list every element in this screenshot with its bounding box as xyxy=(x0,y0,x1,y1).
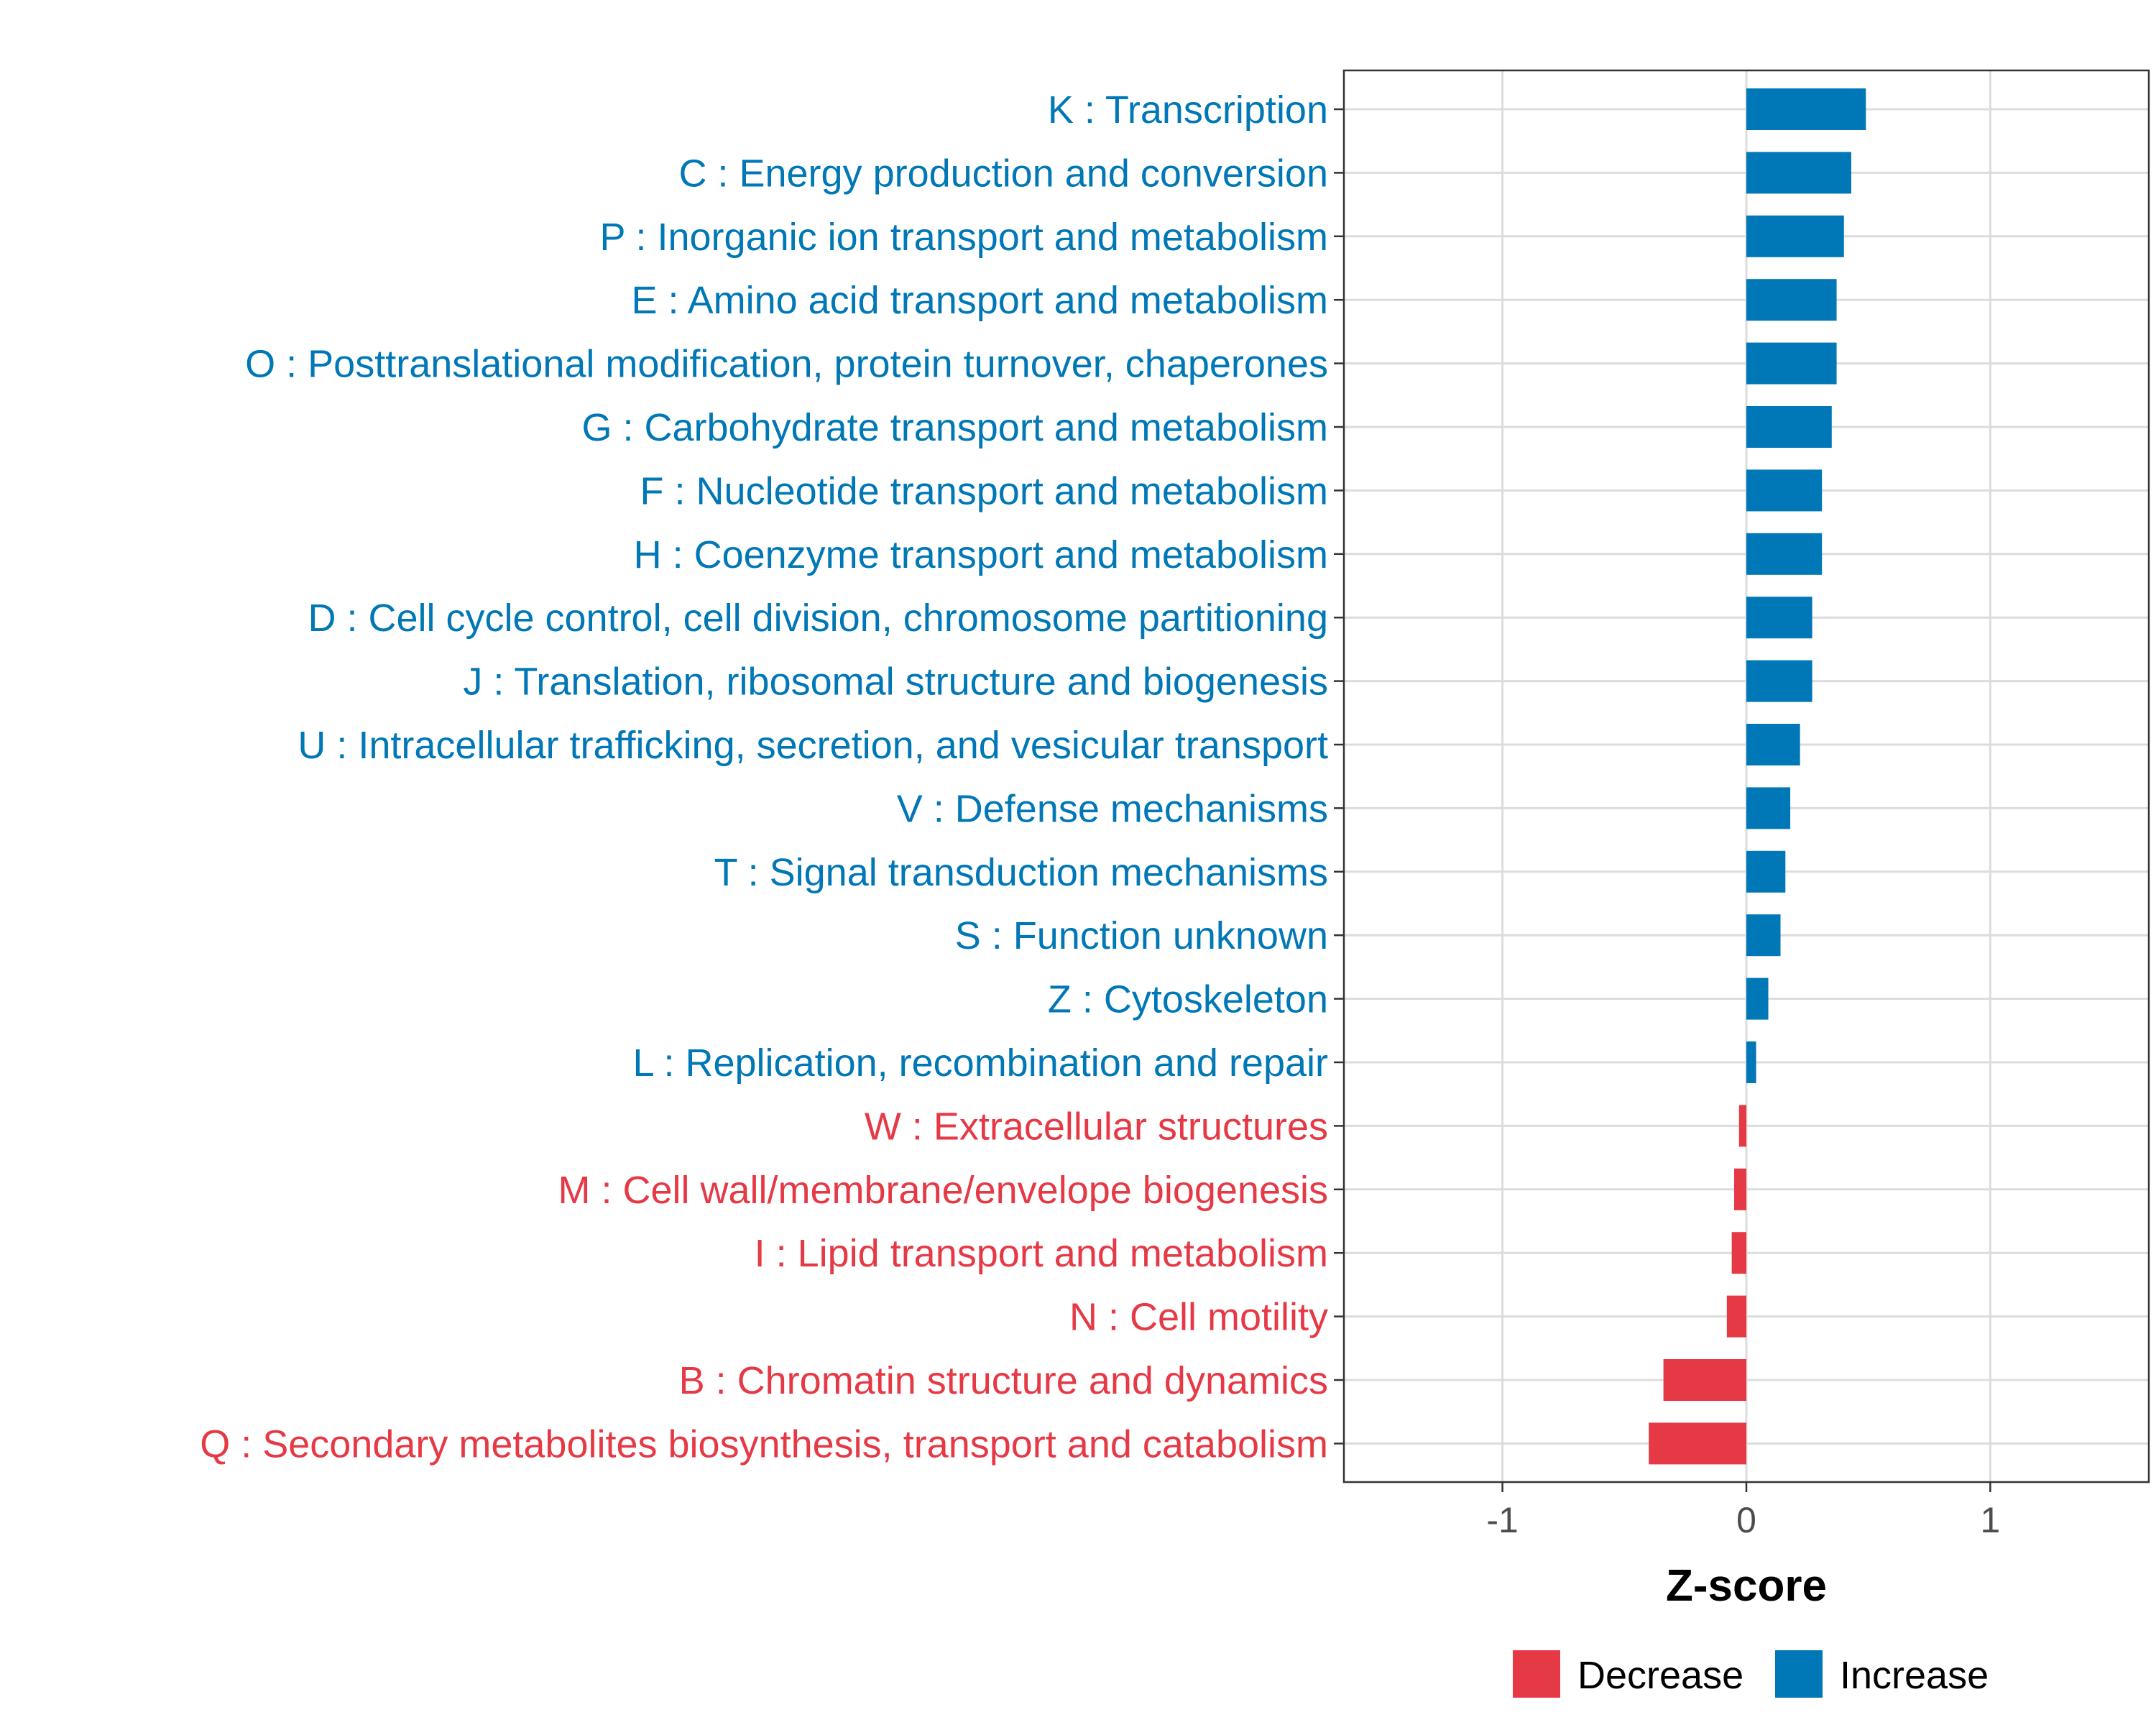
legend-label-decrease: Decrease xyxy=(1577,1654,1743,1697)
bar-15 xyxy=(1746,1041,1756,1083)
bar-4 xyxy=(1746,342,1837,385)
bar-20 xyxy=(1663,1359,1746,1401)
category-label-18: I : Lipid transport and metabolism xyxy=(755,1232,1328,1275)
category-label-7: H : Coenzyme transport and metabolism xyxy=(634,533,1328,576)
bar-3 xyxy=(1746,279,1837,321)
category-label-9: J : Translation, ribosomal structure and… xyxy=(463,661,1328,704)
bar-7 xyxy=(1746,533,1823,575)
bar-17 xyxy=(1734,1168,1746,1210)
bar-12 xyxy=(1746,850,1786,893)
bar-18 xyxy=(1731,1232,1746,1274)
x-tick-label-2: 1 xyxy=(1980,1500,2000,1540)
bar-8 xyxy=(1746,597,1812,639)
bar-13 xyxy=(1746,914,1781,957)
bar-1 xyxy=(1746,152,1851,194)
category-label-19: N : Cell motility xyxy=(1069,1296,1328,1339)
bar-14 xyxy=(1746,978,1769,1020)
bar-9 xyxy=(1746,660,1812,702)
category-label-6: F : Nucleotide transport and metabolism xyxy=(640,469,1328,512)
category-labels: K : Transcription C : Energy production a… xyxy=(200,88,1328,1466)
x-axis-ticks: -1 0 1 xyxy=(1486,1482,2000,1540)
category-label-8: D : Cell cycle control, cell division, c… xyxy=(308,597,1328,640)
category-label-17: M : Cell wall/membrane/envelope biogenes… xyxy=(558,1169,1328,1212)
x-tick-label-0: -1 xyxy=(1486,1500,1518,1540)
category-label-3: E : Amino acid transport and metabolism xyxy=(632,279,1328,322)
category-label-0: K : Transcription xyxy=(1048,88,1328,132)
bar-2 xyxy=(1746,215,1844,257)
bar-6 xyxy=(1746,469,1823,512)
category-label-4: O : Posttranslational modification, prot… xyxy=(245,343,1328,386)
category-label-15: L : Replication, recombination and repai… xyxy=(632,1041,1328,1085)
bar-10 xyxy=(1746,724,1800,765)
bar-11 xyxy=(1746,787,1791,829)
bar-0 xyxy=(1746,88,1866,130)
category-label-13: S : Function unknown xyxy=(955,914,1328,957)
x-axis-title: Z-score xyxy=(1666,1561,1827,1611)
category-label-1: C : Energy production and conversion xyxy=(678,152,1328,195)
bar-5 xyxy=(1746,406,1832,448)
category-label-21: Q : Secondary metabolites biosynthesis, … xyxy=(200,1422,1328,1466)
category-label-2: P : Inorganic ion transport and metaboli… xyxy=(599,216,1328,259)
bar-21 xyxy=(1649,1422,1746,1465)
bar-19 xyxy=(1726,1295,1746,1338)
legend-swatch-decrease xyxy=(1513,1650,1560,1698)
x-tick-label-1: 0 xyxy=(1736,1500,1756,1540)
category-label-16: W : Extracellular structures xyxy=(865,1105,1328,1148)
category-label-11: V : Defense mechanisms xyxy=(897,787,1328,830)
legend: Decrease Increase xyxy=(1513,1650,1989,1698)
y-axis-ticks xyxy=(1334,108,1344,1445)
bar-16 xyxy=(1738,1105,1746,1147)
legend-label-increase: Increase xyxy=(1840,1654,1989,1697)
bars xyxy=(1649,88,1866,1465)
category-label-10: U : Intracellular trafficking, secretion… xyxy=(298,724,1328,767)
legend-swatch-increase xyxy=(1775,1650,1823,1698)
category-label-12: T : Signal transduction mechanisms xyxy=(714,851,1328,894)
category-label-20: B : Chromatin structure and dynamics xyxy=(679,1359,1328,1402)
category-label-5: G : Carbohydrate transport and metabolis… xyxy=(582,406,1329,449)
category-label-14: Z : Cytoskeleton xyxy=(1048,978,1328,1021)
